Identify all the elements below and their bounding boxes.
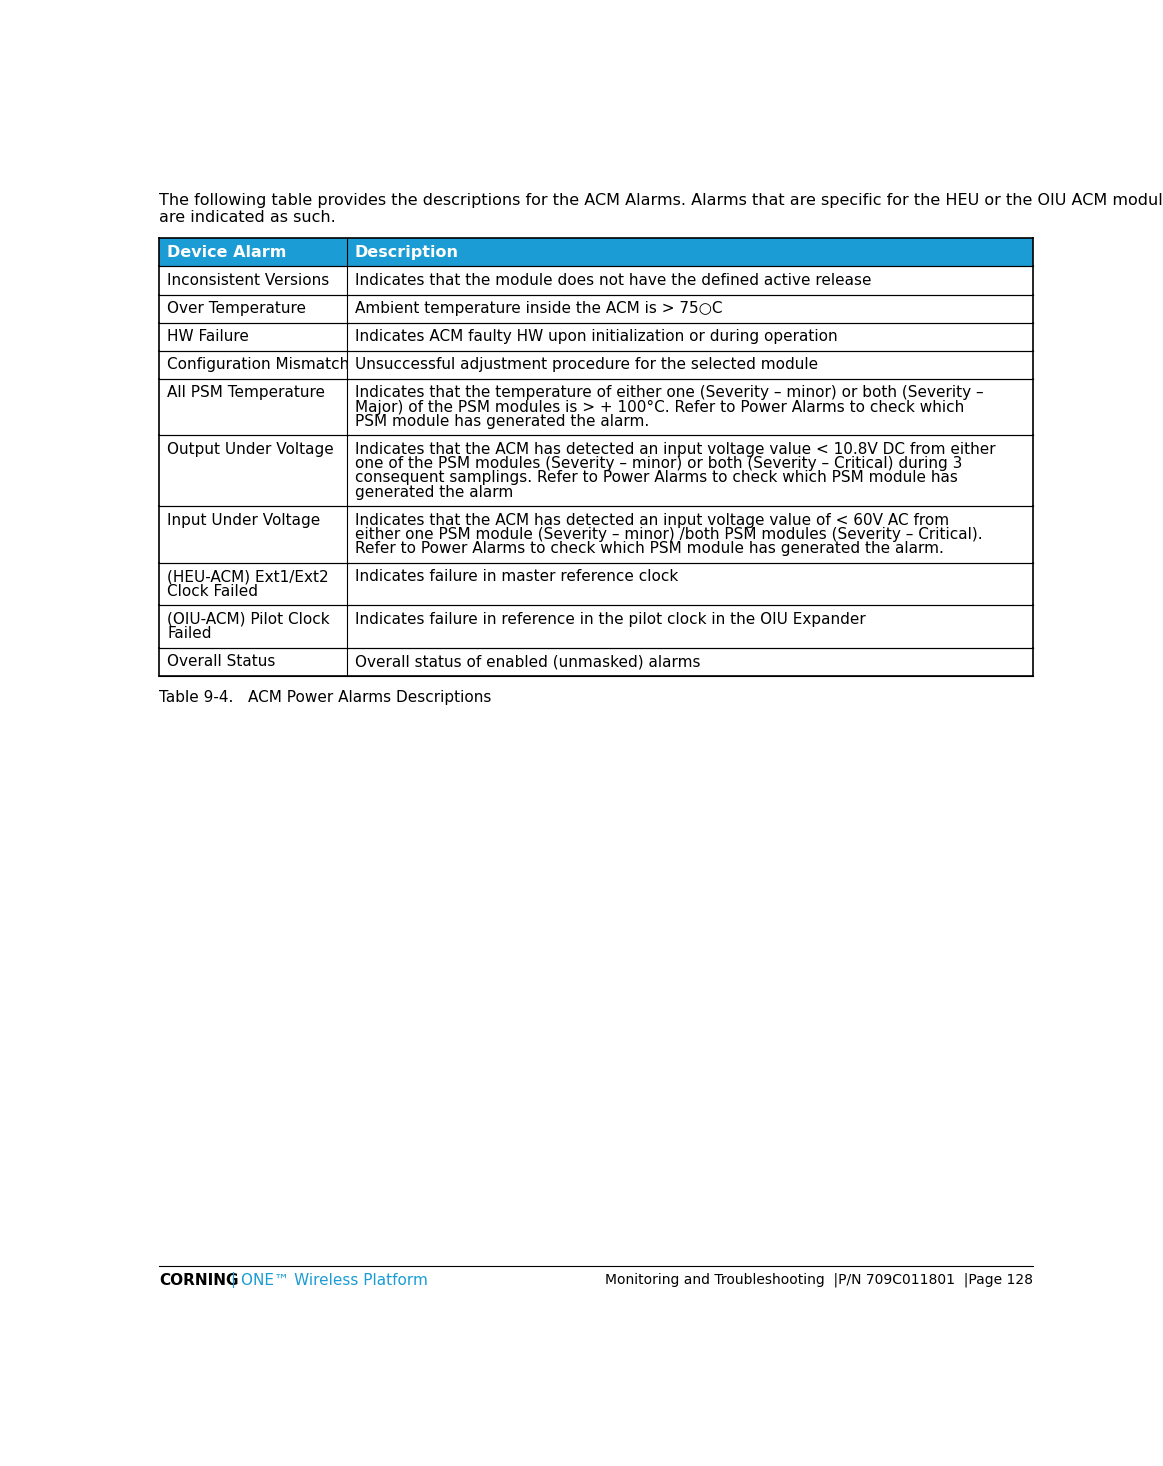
Text: Indicates failure in reference in the pilot clock in the OIU Expander: Indicates failure in reference in the pi… bbox=[355, 611, 865, 627]
Text: Failed: Failed bbox=[167, 626, 212, 641]
Text: Clock Failed: Clock Failed bbox=[167, 583, 258, 598]
Text: Monitoring and Troubleshooting  |P/N 709C011801  |Page 128: Monitoring and Troubleshooting |P/N 709C… bbox=[605, 1272, 1033, 1287]
Bar bbox=[159, 267, 1033, 295]
Text: Indicates that the ACM has detected an input voltage value of < 60V AC from: Indicates that the ACM has detected an i… bbox=[355, 513, 949, 528]
Text: Indicates that the ACM has detected an input voltage value < 10.8V DC from eithe: Indicates that the ACM has detected an i… bbox=[355, 441, 996, 457]
Text: ONE™ Wireless Platform: ONE™ Wireless Platform bbox=[241, 1272, 428, 1287]
Bar bbox=[159, 605, 1033, 648]
Text: HW Failure: HW Failure bbox=[167, 330, 249, 345]
Text: Table 9-4.   ACM Power Alarms Descriptions: Table 9-4. ACM Power Alarms Descriptions bbox=[159, 689, 492, 705]
Bar bbox=[159, 323, 1033, 350]
Text: Major) of the PSM modules is > + 100°C. Refer to Power Alarms to check which: Major) of the PSM modules is > + 100°C. … bbox=[355, 400, 964, 415]
Text: CORNING: CORNING bbox=[159, 1272, 238, 1287]
Text: consequent samplings. Refer to Power Alarms to check which PSM module has: consequent samplings. Refer to Power Ala… bbox=[355, 471, 958, 485]
Text: |: | bbox=[230, 1272, 236, 1289]
Text: (OIU-ACM) Pilot Clock: (OIU-ACM) Pilot Clock bbox=[167, 611, 329, 627]
Text: Inconsistent Versions: Inconsistent Versions bbox=[167, 273, 329, 287]
Text: Unsuccessful adjustment procedure for the selected module: Unsuccessful adjustment procedure for th… bbox=[355, 358, 818, 372]
Text: Indicates that the temperature of either one (Severity – minor) or both (Severit: Indicates that the temperature of either… bbox=[355, 386, 984, 400]
Text: Description: Description bbox=[355, 245, 459, 259]
Bar bbox=[159, 378, 1033, 435]
Bar bbox=[159, 506, 1033, 563]
Text: either one PSM module (Severity – minor) /both PSM modules (Severity – Critical): either one PSM module (Severity – minor)… bbox=[355, 528, 983, 542]
Text: are indicated as such.: are indicated as such. bbox=[159, 210, 336, 224]
Bar bbox=[159, 239, 1033, 267]
Text: Over Temperature: Over Temperature bbox=[167, 301, 306, 317]
Text: Indicates failure in master reference clock: Indicates failure in master reference cl… bbox=[355, 569, 678, 585]
Text: (HEU-ACM) Ext1/Ext2: (HEU-ACM) Ext1/Ext2 bbox=[167, 569, 329, 585]
Bar bbox=[159, 295, 1033, 323]
Text: Refer to Power Alarms to check which PSM module has generated the alarm.: Refer to Power Alarms to check which PSM… bbox=[355, 541, 943, 556]
Text: Output Under Voltage: Output Under Voltage bbox=[167, 441, 334, 457]
Text: Overall Status: Overall Status bbox=[167, 654, 276, 668]
Bar bbox=[159, 563, 1033, 605]
Text: Indicates that the module does not have the defined active release: Indicates that the module does not have … bbox=[355, 273, 871, 287]
Text: Ambient temperature inside the ACM is > 75○C: Ambient temperature inside the ACM is > … bbox=[355, 301, 722, 317]
Text: Device Alarm: Device Alarm bbox=[167, 245, 286, 259]
Text: Input Under Voltage: Input Under Voltage bbox=[167, 513, 320, 528]
Text: PSM module has generated the alarm.: PSM module has generated the alarm. bbox=[355, 413, 649, 430]
Bar bbox=[159, 435, 1033, 506]
Text: Configuration Mismatch: Configuration Mismatch bbox=[167, 358, 349, 372]
Text: Overall status of enabled (unmasked) alarms: Overall status of enabled (unmasked) ala… bbox=[355, 654, 700, 668]
Text: All PSM Temperature: All PSM Temperature bbox=[167, 386, 326, 400]
Text: generated the alarm: generated the alarm bbox=[355, 485, 513, 500]
Bar bbox=[159, 350, 1033, 378]
Text: Indicates ACM faulty HW upon initialization or during operation: Indicates ACM faulty HW upon initializat… bbox=[355, 330, 837, 345]
Bar bbox=[159, 648, 1033, 676]
Text: one of the PSM modules (Severity – minor) or both (Severity – Critical) during 3: one of the PSM modules (Severity – minor… bbox=[355, 456, 962, 471]
Text: The following table provides the descriptions for the ACM Alarms. Alarms that ar: The following table provides the descrip… bbox=[159, 194, 1163, 208]
